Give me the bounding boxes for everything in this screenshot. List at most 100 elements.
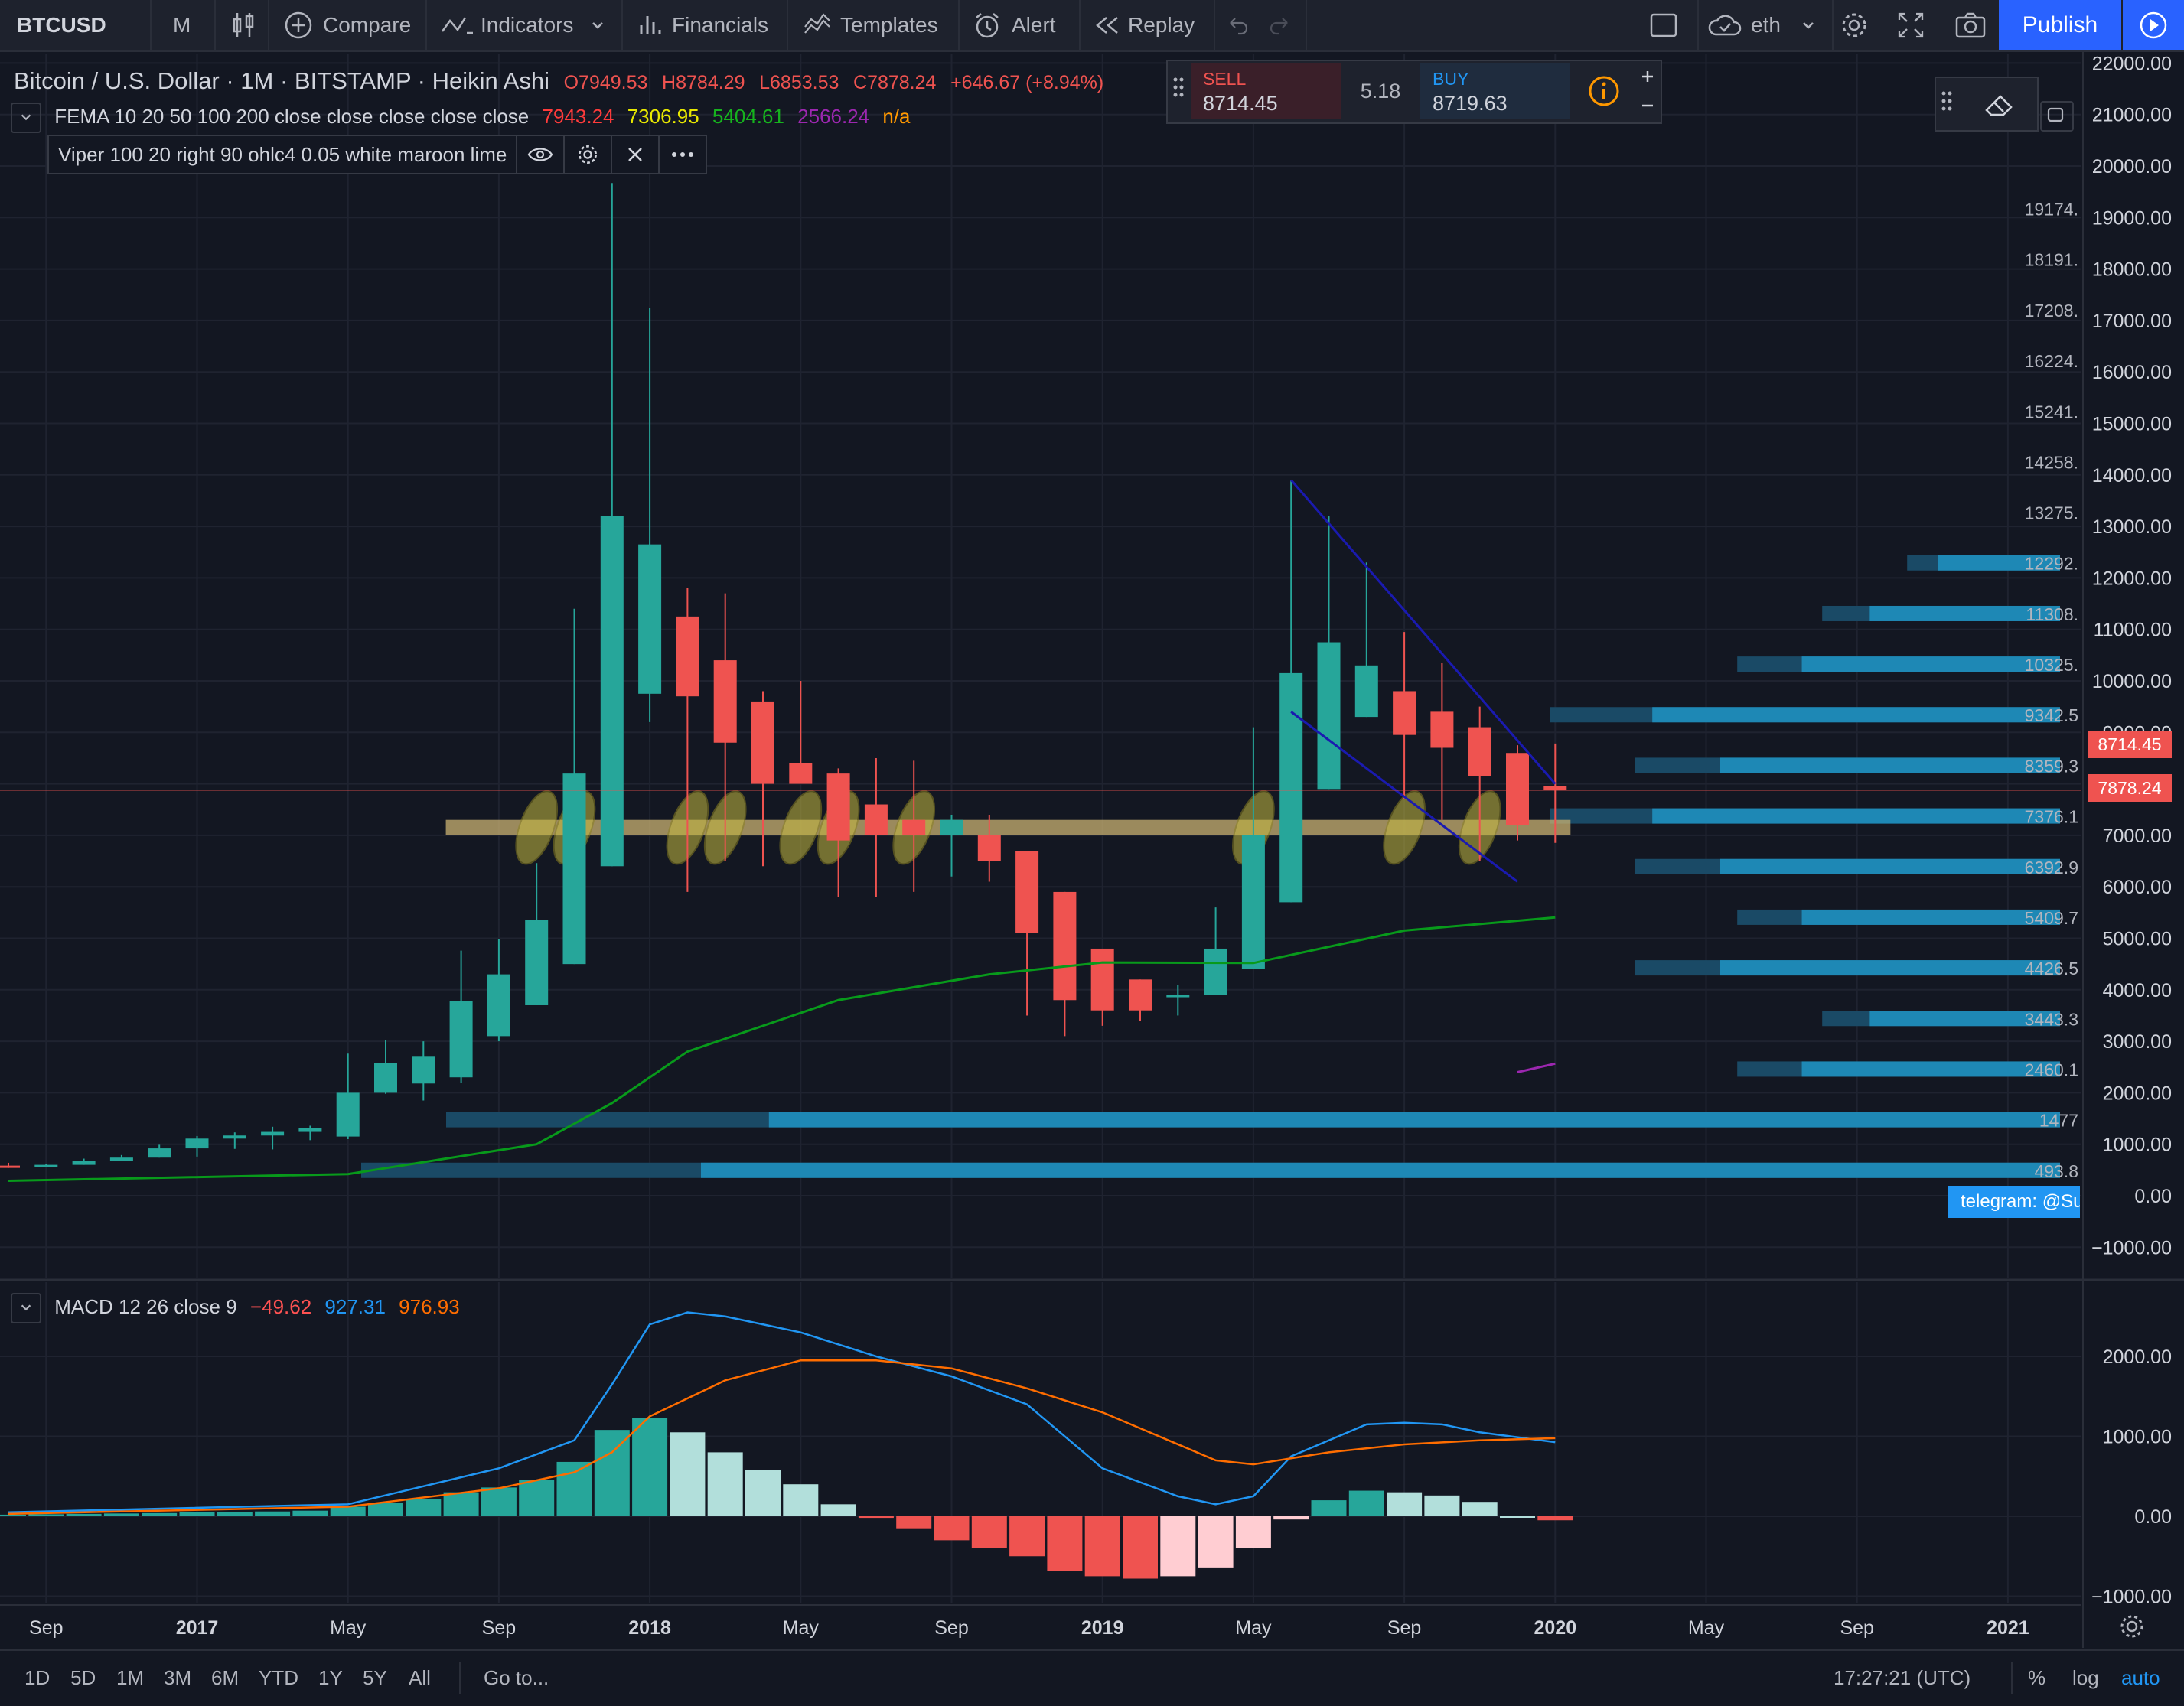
macd-histogram-bar bbox=[481, 1487, 517, 1516]
range-1y[interactable]: 1Y bbox=[318, 1666, 343, 1689]
compare-label: Compare bbox=[323, 13, 412, 37]
layout-select-button[interactable] bbox=[1648, 0, 1679, 50]
chart-style-button[interactable] bbox=[230, 0, 257, 50]
templates-button[interactable]: Templates bbox=[802, 0, 938, 50]
macd-line bbox=[8, 1311, 1556, 1514]
undo-button[interactable] bbox=[1224, 0, 1250, 50]
symbol-search[interactable]: BTCUSD bbox=[17, 13, 106, 37]
publish-button[interactable]: Publish bbox=[1999, 0, 2121, 50]
sell-button[interactable]: SELL 8714.45 bbox=[1191, 63, 1341, 119]
volume-profile-bar bbox=[1652, 808, 2060, 824]
bid-price-label: 8714.45 bbox=[2088, 731, 2172, 758]
range-5d[interactable]: 5D bbox=[70, 1666, 96, 1689]
info-button[interactable] bbox=[1573, 63, 1635, 119]
clock: 17:27:21 (UTC) bbox=[1834, 1666, 1971, 1689]
redo-button[interactable] bbox=[1267, 0, 1293, 50]
auto-toggle[interactable]: auto bbox=[2121, 1666, 2160, 1689]
candle-body bbox=[1129, 979, 1152, 1011]
decrease-qty-button[interactable] bbox=[1636, 92, 1659, 119]
candle-body bbox=[826, 773, 850, 841]
viper-legend[interactable]: Viper 100 20 right 90 ohlc4 0.05 white m… bbox=[47, 135, 708, 174]
candle-body bbox=[864, 804, 888, 835]
telegram-note[interactable]: telegram: @Su bbox=[1948, 1186, 2080, 1218]
candle-body bbox=[109, 1157, 133, 1161]
info-icon bbox=[1589, 76, 1619, 106]
replay-button[interactable]: Replay bbox=[1093, 0, 1195, 50]
macd-histogram-bar bbox=[934, 1516, 970, 1541]
candle-body bbox=[1393, 691, 1416, 735]
macd-histogram-bar bbox=[66, 1513, 102, 1516]
remove-indicator-button[interactable] bbox=[611, 136, 658, 173]
gear-icon bbox=[579, 145, 598, 164]
macd-hist-value: −49.62 bbox=[249, 1294, 312, 1318]
range-1m[interactable]: 1M bbox=[116, 1666, 145, 1689]
drag-handle-icon[interactable] bbox=[1941, 89, 1953, 123]
toolbar-divider bbox=[214, 0, 216, 50]
range-5y[interactable]: 5Y bbox=[363, 1666, 387, 1689]
percent-toggle[interactable]: % bbox=[2028, 1666, 2046, 1689]
ohlc-close: C7878.24 bbox=[853, 72, 937, 93]
increase-qty-button[interactable] bbox=[1636, 63, 1659, 90]
settings-button[interactable] bbox=[1838, 0, 1870, 50]
sell-price: 8714.45 bbox=[1203, 92, 1278, 115]
visibility-button[interactable] bbox=[516, 136, 563, 173]
save-layout-button[interactable]: eth bbox=[1706, 0, 1816, 50]
bottom-toolbar: 1D 5D 1M 3M 6M YTD 1Y 5Y All Go to... 17… bbox=[0, 1649, 2184, 1706]
range-all[interactable]: All bbox=[409, 1666, 431, 1689]
axes: 22000.00 21000.00 20000.00 19000.00 18000.00… bbox=[29, 53, 2172, 1639]
candle-body bbox=[562, 773, 586, 965]
collapse-macd-button[interactable] bbox=[11, 1293, 41, 1323]
candle-body bbox=[449, 1001, 473, 1078]
candle-body bbox=[1053, 891, 1077, 1001]
eye-icon bbox=[528, 148, 553, 161]
range-6m[interactable]: 6M bbox=[211, 1666, 240, 1689]
financials-button[interactable]: Financials bbox=[637, 0, 768, 50]
drawing-toolbar bbox=[1935, 77, 2039, 132]
goto-button[interactable]: Go to... bbox=[484, 1666, 549, 1689]
more-button[interactable] bbox=[658, 136, 706, 173]
eraser-icon bbox=[1985, 95, 2013, 116]
interval-button[interactable]: M bbox=[173, 13, 191, 37]
drag-handle-icon[interactable] bbox=[1172, 75, 1185, 109]
macd-histogram-bar bbox=[1348, 1490, 1384, 1516]
price-axis-label: −1000.00 bbox=[2091, 1237, 2172, 1258]
range-ytd[interactable]: YTD bbox=[259, 1666, 298, 1689]
indicators-button[interactable]: Indicators bbox=[439, 0, 605, 50]
price-chart[interactable]: 22000.00 21000.00 20000.00 19000.00 18000.00… bbox=[0, 50, 2184, 1649]
candle-body bbox=[72, 1161, 96, 1165]
main-legend: Bitcoin / U.S. Dollar · 1M · BITSTAMP · … bbox=[14, 67, 1111, 95]
fullscreen-button[interactable] bbox=[1896, 0, 1925, 50]
eraser-button[interactable] bbox=[1967, 80, 2032, 129]
macd-histogram-bar bbox=[1235, 1516, 1271, 1548]
range-1d[interactable]: 1D bbox=[24, 1666, 51, 1689]
range-3m[interactable]: 3M bbox=[164, 1666, 192, 1689]
alert-button[interactable]: Alert bbox=[972, 0, 1056, 50]
time-axis-label: 2019 bbox=[1081, 1617, 1124, 1639]
volume-profile-bar bbox=[1652, 707, 2060, 723]
collapse-legend-button[interactable] bbox=[11, 103, 41, 133]
macd-histogram-bar bbox=[783, 1484, 819, 1516]
price-axis-label: 6000.00 bbox=[2103, 877, 2172, 898]
highlight-ellipse bbox=[515, 790, 559, 865]
play-button[interactable] bbox=[2123, 0, 2184, 50]
volume-profile-bar bbox=[1720, 960, 2060, 976]
signal-line bbox=[8, 1359, 1556, 1516]
price-axis-label: 2000.00 bbox=[2103, 1083, 2172, 1104]
candle-body bbox=[751, 701, 774, 784]
candle-body bbox=[902, 819, 926, 835]
log-toggle[interactable]: log bbox=[2072, 1666, 2099, 1689]
play-circle-icon bbox=[2140, 11, 2167, 39]
indicator-settings-button[interactable] bbox=[563, 136, 611, 173]
candle-body bbox=[261, 1131, 285, 1136]
price-axis-label: 21000.00 bbox=[2092, 105, 2172, 126]
toolbar-divider bbox=[1079, 0, 1081, 50]
snapshot-button[interactable] bbox=[1954, 0, 1987, 50]
compare-button[interactable]: Compare bbox=[283, 0, 411, 50]
macd-legend: MACD 12 26 close 9 −49.62 927.31 976.93 bbox=[11, 1293, 468, 1323]
candle-body bbox=[1430, 711, 1454, 748]
buy-button[interactable]: BUY 8719.63 bbox=[1420, 63, 1570, 119]
restore-button[interactable] bbox=[2040, 101, 2074, 132]
ohlc-open: O7949.53 bbox=[563, 72, 648, 93]
macd-histogram-bar bbox=[103, 1513, 139, 1516]
financials-icon bbox=[640, 16, 661, 34]
